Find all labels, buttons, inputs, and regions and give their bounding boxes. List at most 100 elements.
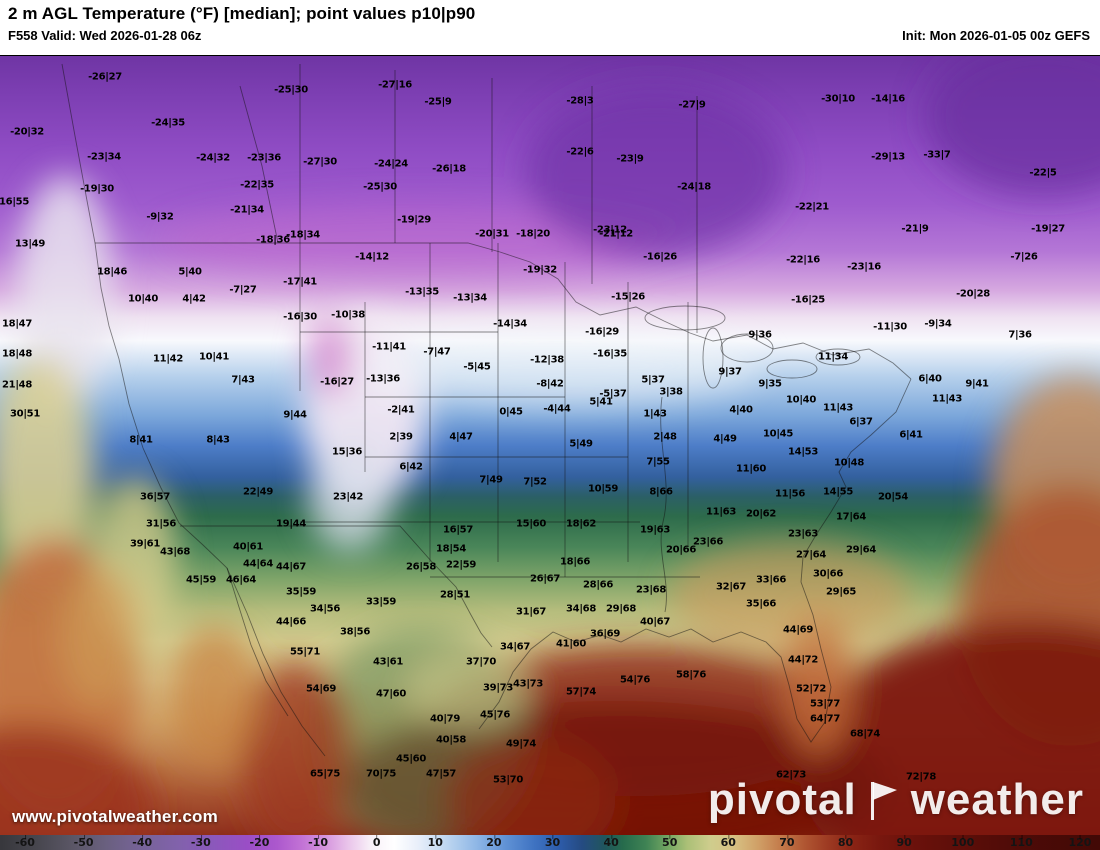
point-value: 23|68 [636, 584, 666, 596]
point-value: 44|64 [243, 558, 273, 570]
point-value: -27|9 [678, 99, 706, 111]
point-value: -14|34 [493, 318, 527, 330]
point-value: 44|67 [276, 561, 306, 573]
point-value: 47|60 [376, 688, 406, 700]
point-value: 44|66 [276, 616, 306, 628]
point-value: 29|68 [606, 603, 636, 615]
point-value: -7|26 [1010, 251, 1038, 263]
point-value: 6|42 [399, 461, 423, 473]
point-value: 18|66 [560, 556, 590, 568]
point-value: 27|64 [796, 549, 826, 561]
point-value: 16|55 [0, 196, 29, 208]
point-value: 13|49 [15, 238, 45, 250]
colorbar-tick: 20 [486, 835, 502, 849]
point-value: -9|34 [924, 318, 952, 330]
point-value: 62|73 [776, 769, 806, 781]
point-value: -4|44 [543, 403, 571, 415]
point-value: 64|77 [810, 713, 840, 725]
point-value: 18|62 [566, 518, 596, 530]
point-value: -24|35 [151, 117, 185, 129]
point-value: 45|60 [396, 753, 426, 765]
point-value: -13|35 [405, 286, 439, 298]
point-value: 57|74 [566, 686, 596, 698]
point-value: 19|63 [640, 524, 670, 536]
point-value: 2|48 [653, 431, 677, 443]
point-value: 23|42 [333, 491, 363, 503]
point-value: -7|27 [229, 284, 257, 296]
point-value: -23|9 [616, 153, 644, 165]
point-value: 46|64 [226, 574, 256, 586]
point-value: -23|16 [847, 261, 881, 273]
point-value: 40|79 [430, 713, 460, 725]
point-value: 5|41 [589, 396, 613, 408]
point-value: -20|28 [956, 288, 990, 300]
colorbar-tick: -50 [73, 835, 94, 849]
point-value: -16|29 [585, 326, 619, 338]
point-value: 9|36 [748, 329, 772, 341]
point-value: -10|38 [331, 309, 365, 321]
point-value: 40|67 [640, 616, 670, 628]
point-value: -22|21 [795, 201, 829, 213]
point-value: 9|41 [965, 378, 989, 390]
colorbar-tick: 100 [951, 835, 975, 849]
point-value: -12|38 [530, 354, 564, 366]
map-borders [61, 63, 912, 757]
point-value: 6|37 [849, 416, 873, 428]
point-value: 17|64 [836, 511, 866, 523]
point-value: -29|13 [871, 151, 905, 163]
point-value: -22|35 [240, 179, 274, 191]
point-value: 58|76 [676, 669, 706, 681]
point-value: 4|42 [182, 293, 206, 305]
watermark-url: www.pivotalweather.com [12, 807, 218, 826]
colorbar-tick: 0 [372, 835, 381, 849]
point-value: 39|61 [130, 538, 160, 550]
point-value: 33|59 [366, 596, 396, 608]
colorbar-tick: 10 [427, 835, 443, 849]
point-value: 34|67 [500, 641, 530, 653]
colorbar-tick: 120 [1068, 835, 1092, 849]
page-title: 2 m AGL Temperature (°F) [median]; point… [8, 4, 476, 23]
point-value: 10|40 [786, 394, 816, 406]
point-value: 40|58 [436, 734, 466, 746]
point-value: 49|74 [506, 738, 536, 750]
point-value: 45|76 [480, 709, 510, 721]
point-value: 7|55 [646, 456, 670, 468]
point-value: 16|57 [443, 524, 473, 536]
point-value: -16|30 [283, 311, 317, 323]
point-value: 1|43 [643, 408, 667, 420]
point-value: 20|62 [746, 508, 776, 520]
point-value: -9|32 [146, 211, 174, 223]
point-value: 7|52 [523, 476, 547, 488]
point-value: -19|30 [80, 183, 114, 195]
point-value: 53|77 [810, 698, 840, 710]
point-value: 9|35 [758, 378, 782, 390]
point-value: -14|16 [871, 93, 905, 105]
point-value: 23|66 [693, 536, 723, 548]
point-value: 54|76 [620, 674, 650, 686]
point-value: 72|78 [906, 771, 936, 783]
point-value: -23|36 [247, 152, 281, 164]
temperature-field [0, 56, 1100, 835]
point-value: 26|67 [530, 573, 560, 585]
point-value: 18|47 [2, 318, 32, 330]
point-value: 53|70 [493, 774, 523, 786]
point-value: 40|61 [233, 541, 263, 553]
point-value: -22|5 [1029, 167, 1057, 179]
point-value: 5|37 [641, 374, 665, 386]
point-value: 35|66 [746, 598, 776, 610]
point-value: 36|69 [590, 628, 620, 640]
colorbar-tick: 110 [1009, 835, 1033, 849]
point-value: 18|54 [436, 543, 466, 555]
point-value: 26|58 [406, 561, 436, 573]
point-value: 6|40 [918, 373, 942, 385]
point-value: 70|75 [366, 768, 396, 780]
point-value: -13|34 [453, 292, 487, 304]
point-value: 2|39 [389, 431, 413, 443]
point-value: 21|48 [2, 379, 32, 391]
point-values-layer: -26|27 -25|30 -27|16 -25|9 -28|3 -27|9 -30|10 -… [0, 56, 1100, 835]
point-value: -8|42 [536, 378, 564, 390]
point-value: 20|54 [878, 491, 908, 503]
point-value: 11|63 [706, 506, 736, 518]
pennant-flag-icon [870, 782, 897, 820]
point-value: -16|27 [320, 376, 354, 388]
